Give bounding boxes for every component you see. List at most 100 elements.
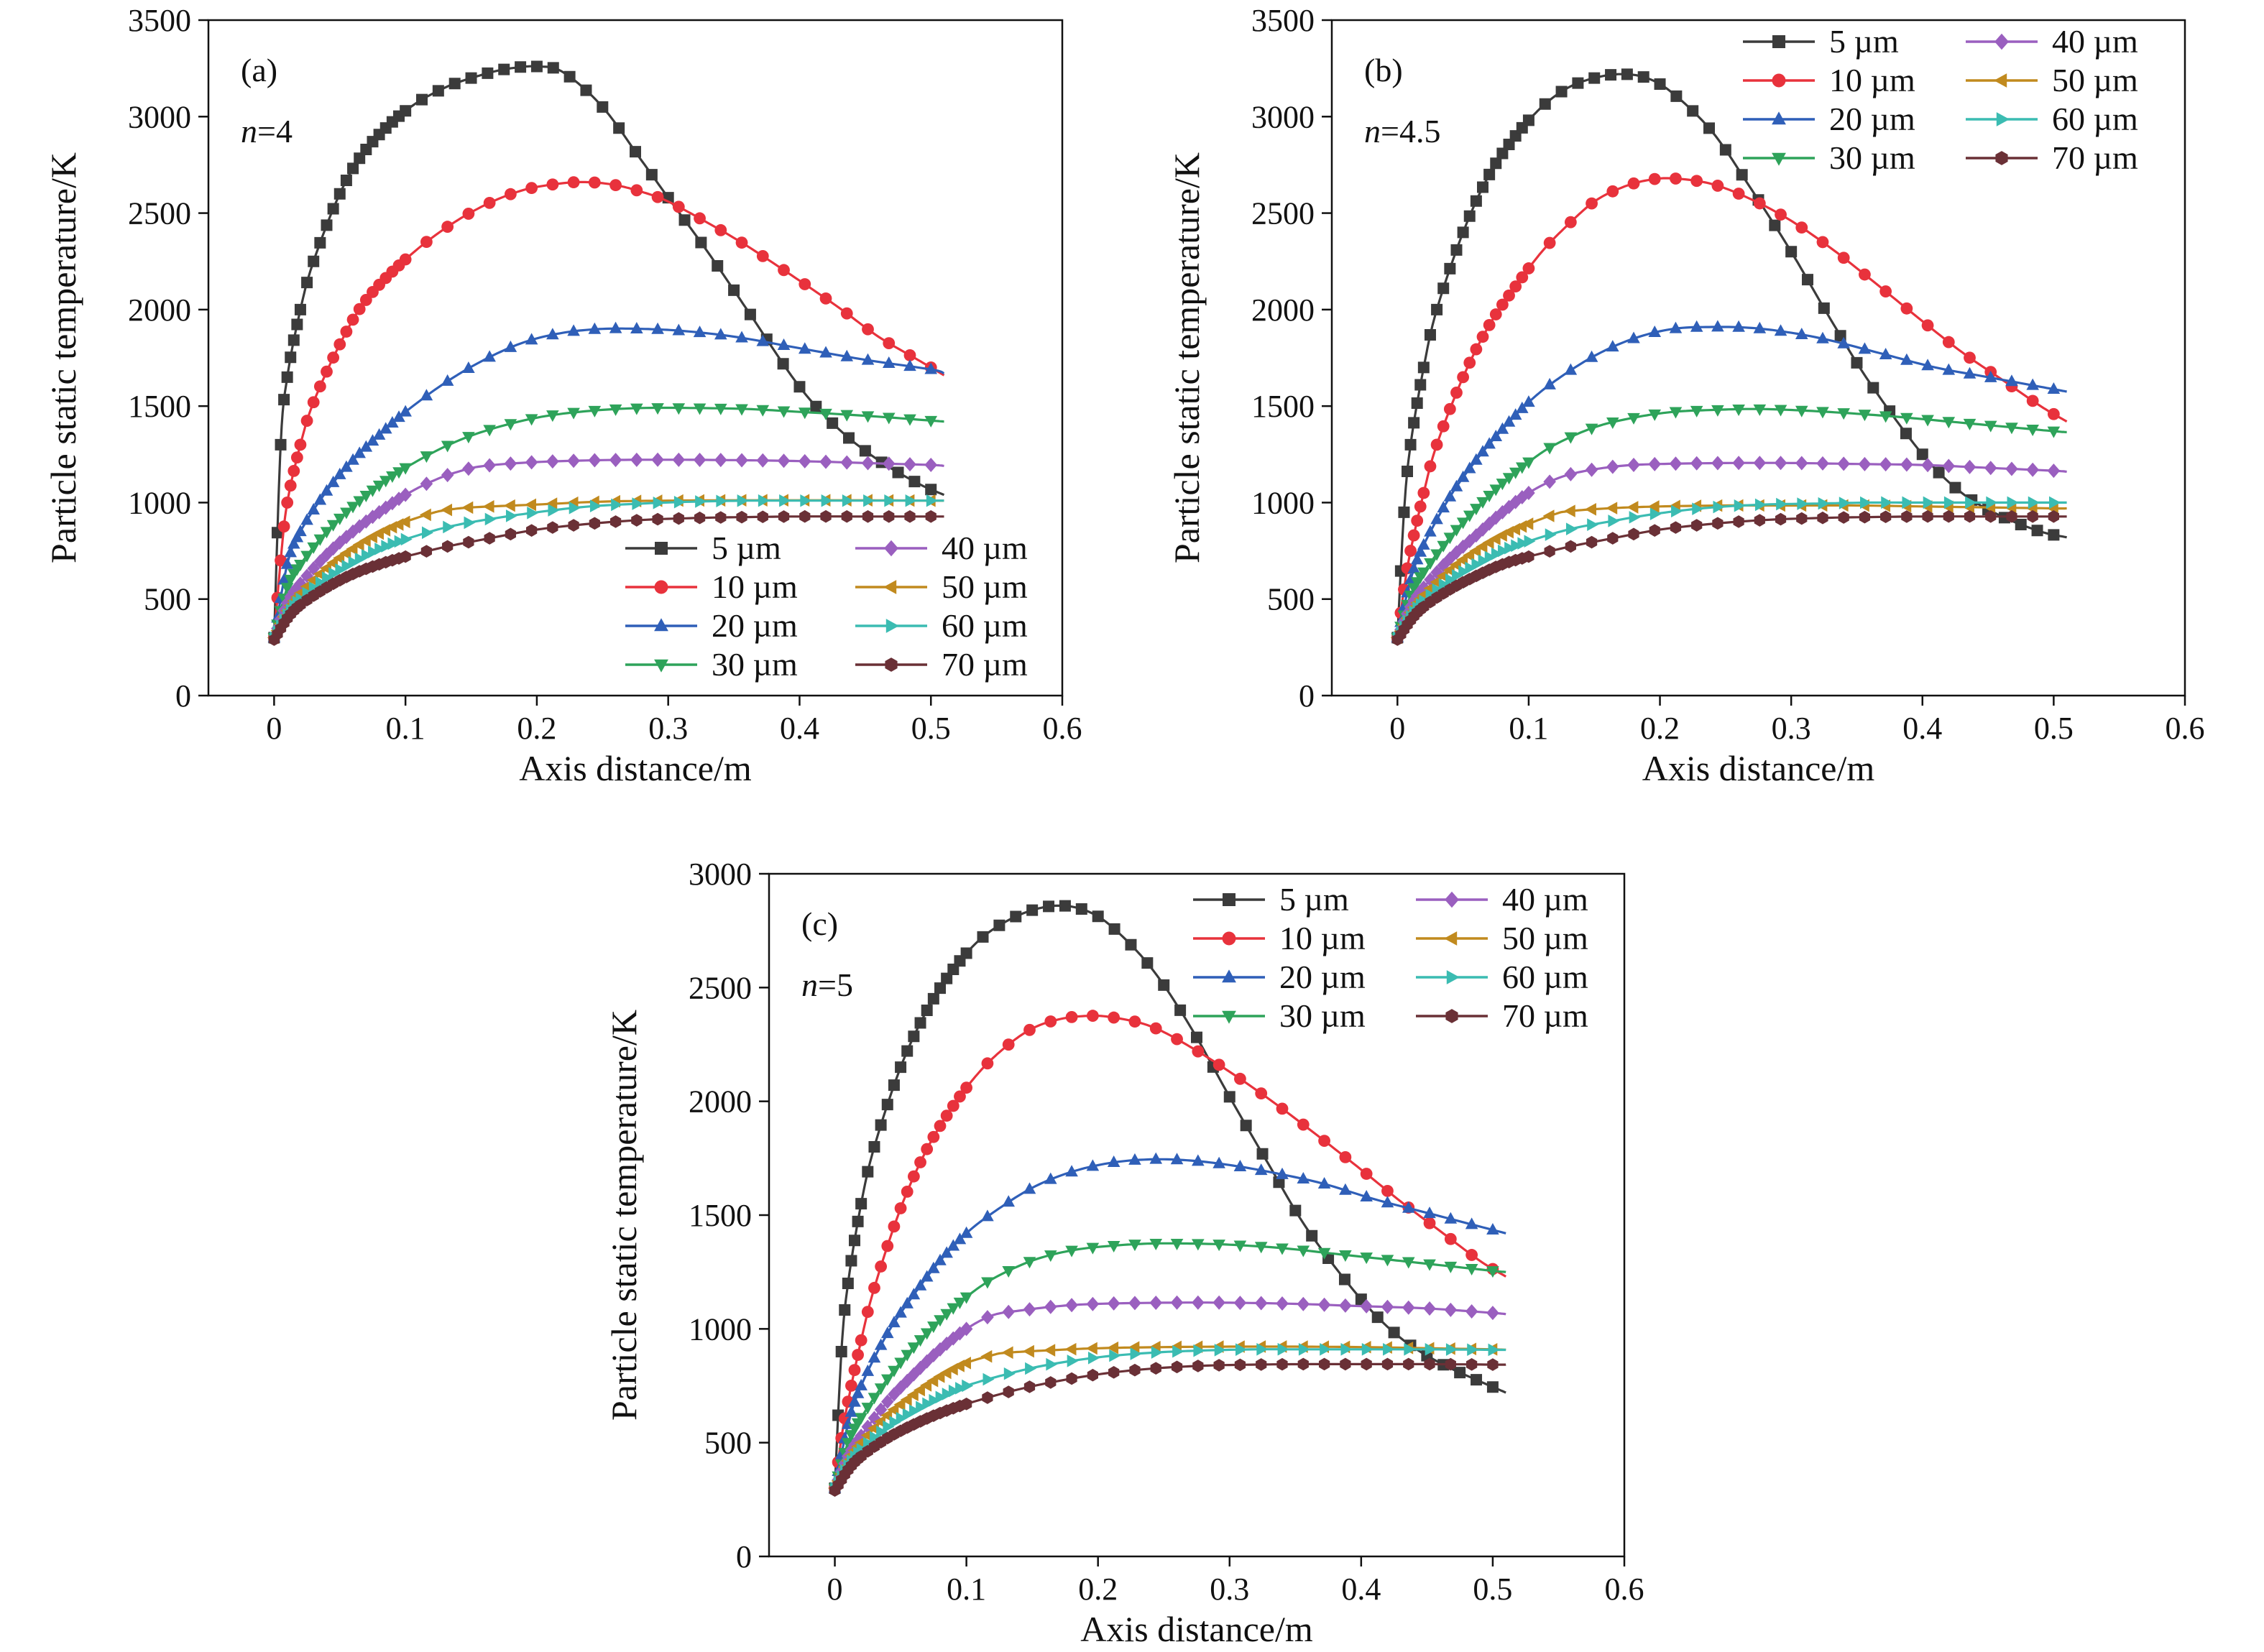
series-marker xyxy=(1585,350,1598,362)
series-marker xyxy=(1212,1058,1225,1071)
series-marker xyxy=(693,452,707,467)
series-marker xyxy=(810,400,822,412)
x-tick-label: 0.5 xyxy=(1473,1572,1512,1607)
legend-marker xyxy=(1994,73,2007,88)
series-marker xyxy=(567,324,580,336)
series-marker xyxy=(1949,481,1961,494)
series-marker xyxy=(841,509,852,523)
series-marker xyxy=(1565,540,1576,553)
series-marker xyxy=(1543,236,1556,249)
series-marker xyxy=(461,501,474,514)
series-marker xyxy=(920,1328,934,1340)
series-marker xyxy=(301,277,313,289)
series-marker xyxy=(981,1310,994,1325)
series-marker xyxy=(1942,417,1956,429)
series-marker xyxy=(651,452,664,467)
series-marker xyxy=(1637,71,1649,83)
series-marker xyxy=(525,524,538,537)
series-marker xyxy=(1381,1255,1394,1267)
series-marker xyxy=(651,403,664,415)
x-tick-label: 0.4 xyxy=(1902,711,1942,746)
series-marker xyxy=(568,519,579,532)
legend-label: 70 µm xyxy=(942,646,1028,683)
series-marker xyxy=(894,1202,907,1214)
series-marker xyxy=(1044,1299,1057,1314)
series-marker xyxy=(1107,1296,1121,1311)
series-marker xyxy=(1276,1357,1288,1371)
series-marker xyxy=(868,1141,880,1153)
series-marker xyxy=(609,179,622,192)
legend-item: 50 µm xyxy=(855,568,1028,605)
series-marker xyxy=(840,349,854,361)
series-marker xyxy=(983,1372,995,1386)
series-marker xyxy=(2015,519,2027,531)
series-marker xyxy=(1649,507,1662,521)
series-marker xyxy=(275,438,287,451)
y-tick-label: 1500 xyxy=(128,389,191,424)
series-marker xyxy=(694,511,706,525)
series-marker xyxy=(1023,1380,1036,1393)
series-marker xyxy=(1470,195,1482,207)
y-tick-label: 0 xyxy=(175,678,191,714)
series-marker xyxy=(1444,1212,1458,1224)
series-marker xyxy=(1417,537,1430,550)
series-marker xyxy=(652,512,663,526)
series-marker xyxy=(420,451,433,463)
series-marker xyxy=(291,318,303,331)
series-marker xyxy=(441,440,454,453)
y-tick-label: 3500 xyxy=(128,3,191,38)
series-marker xyxy=(320,484,333,496)
series-marker xyxy=(907,1288,921,1300)
series-marker xyxy=(613,122,625,134)
series-marker xyxy=(1816,236,1829,249)
series-marker xyxy=(2005,423,2018,435)
series-marker xyxy=(924,415,938,428)
series-marker xyxy=(1921,319,1934,332)
series-marker xyxy=(1381,1184,1394,1197)
chart-panel-1: 0 0.1 0.2 0.3 0.4 0.5 0.6 0 500 1000 1500 2000 2500 3… xyxy=(43,3,1082,788)
series-marker xyxy=(1235,1343,1248,1356)
series-marker xyxy=(1542,509,1555,522)
series-marker xyxy=(546,410,559,423)
series-marker xyxy=(1109,1349,1121,1362)
series-marker xyxy=(920,1270,934,1282)
series-marker xyxy=(1193,1344,1205,1357)
series-marker xyxy=(1454,1367,1466,1379)
series-marker xyxy=(863,494,875,507)
series-marker xyxy=(1424,460,1437,473)
legend-marker xyxy=(1772,111,1786,125)
series-marker xyxy=(1753,404,1767,416)
series-marker xyxy=(464,516,476,530)
series-marker xyxy=(819,292,832,305)
series-marker xyxy=(1437,282,1450,295)
series-marker xyxy=(934,1253,947,1265)
series-marker xyxy=(1107,1155,1121,1168)
series-marker xyxy=(328,567,341,580)
series-marker xyxy=(1543,377,1556,389)
series-marker xyxy=(842,494,854,507)
series-marker xyxy=(420,389,433,401)
series-marker xyxy=(1703,122,1716,134)
series-marker xyxy=(1128,1153,1141,1165)
series-marker xyxy=(1086,1242,1100,1255)
series-marker xyxy=(1626,501,1639,514)
y-tick-label: 3000 xyxy=(689,857,752,892)
series-marker xyxy=(399,487,412,502)
series-marker xyxy=(1585,462,1598,477)
legend-marker xyxy=(1445,1009,1458,1023)
series-marker xyxy=(882,412,896,425)
series-marker xyxy=(1141,957,1154,969)
series-marker xyxy=(1192,1045,1205,1058)
legend-item: 30 µm xyxy=(625,646,798,683)
series-marker xyxy=(609,321,622,333)
series-marker xyxy=(940,1109,953,1122)
series-marker xyxy=(1430,576,1442,589)
series-marker xyxy=(1837,408,1850,420)
y-axis-title: Particle static temperature/K xyxy=(1166,152,1207,563)
series-marker xyxy=(921,1143,934,1155)
legend-item: 50 µm xyxy=(1416,920,1588,956)
series-marker xyxy=(1191,1031,1202,1043)
y-tick-label: 1000 xyxy=(128,485,191,520)
series-marker xyxy=(845,1255,857,1267)
